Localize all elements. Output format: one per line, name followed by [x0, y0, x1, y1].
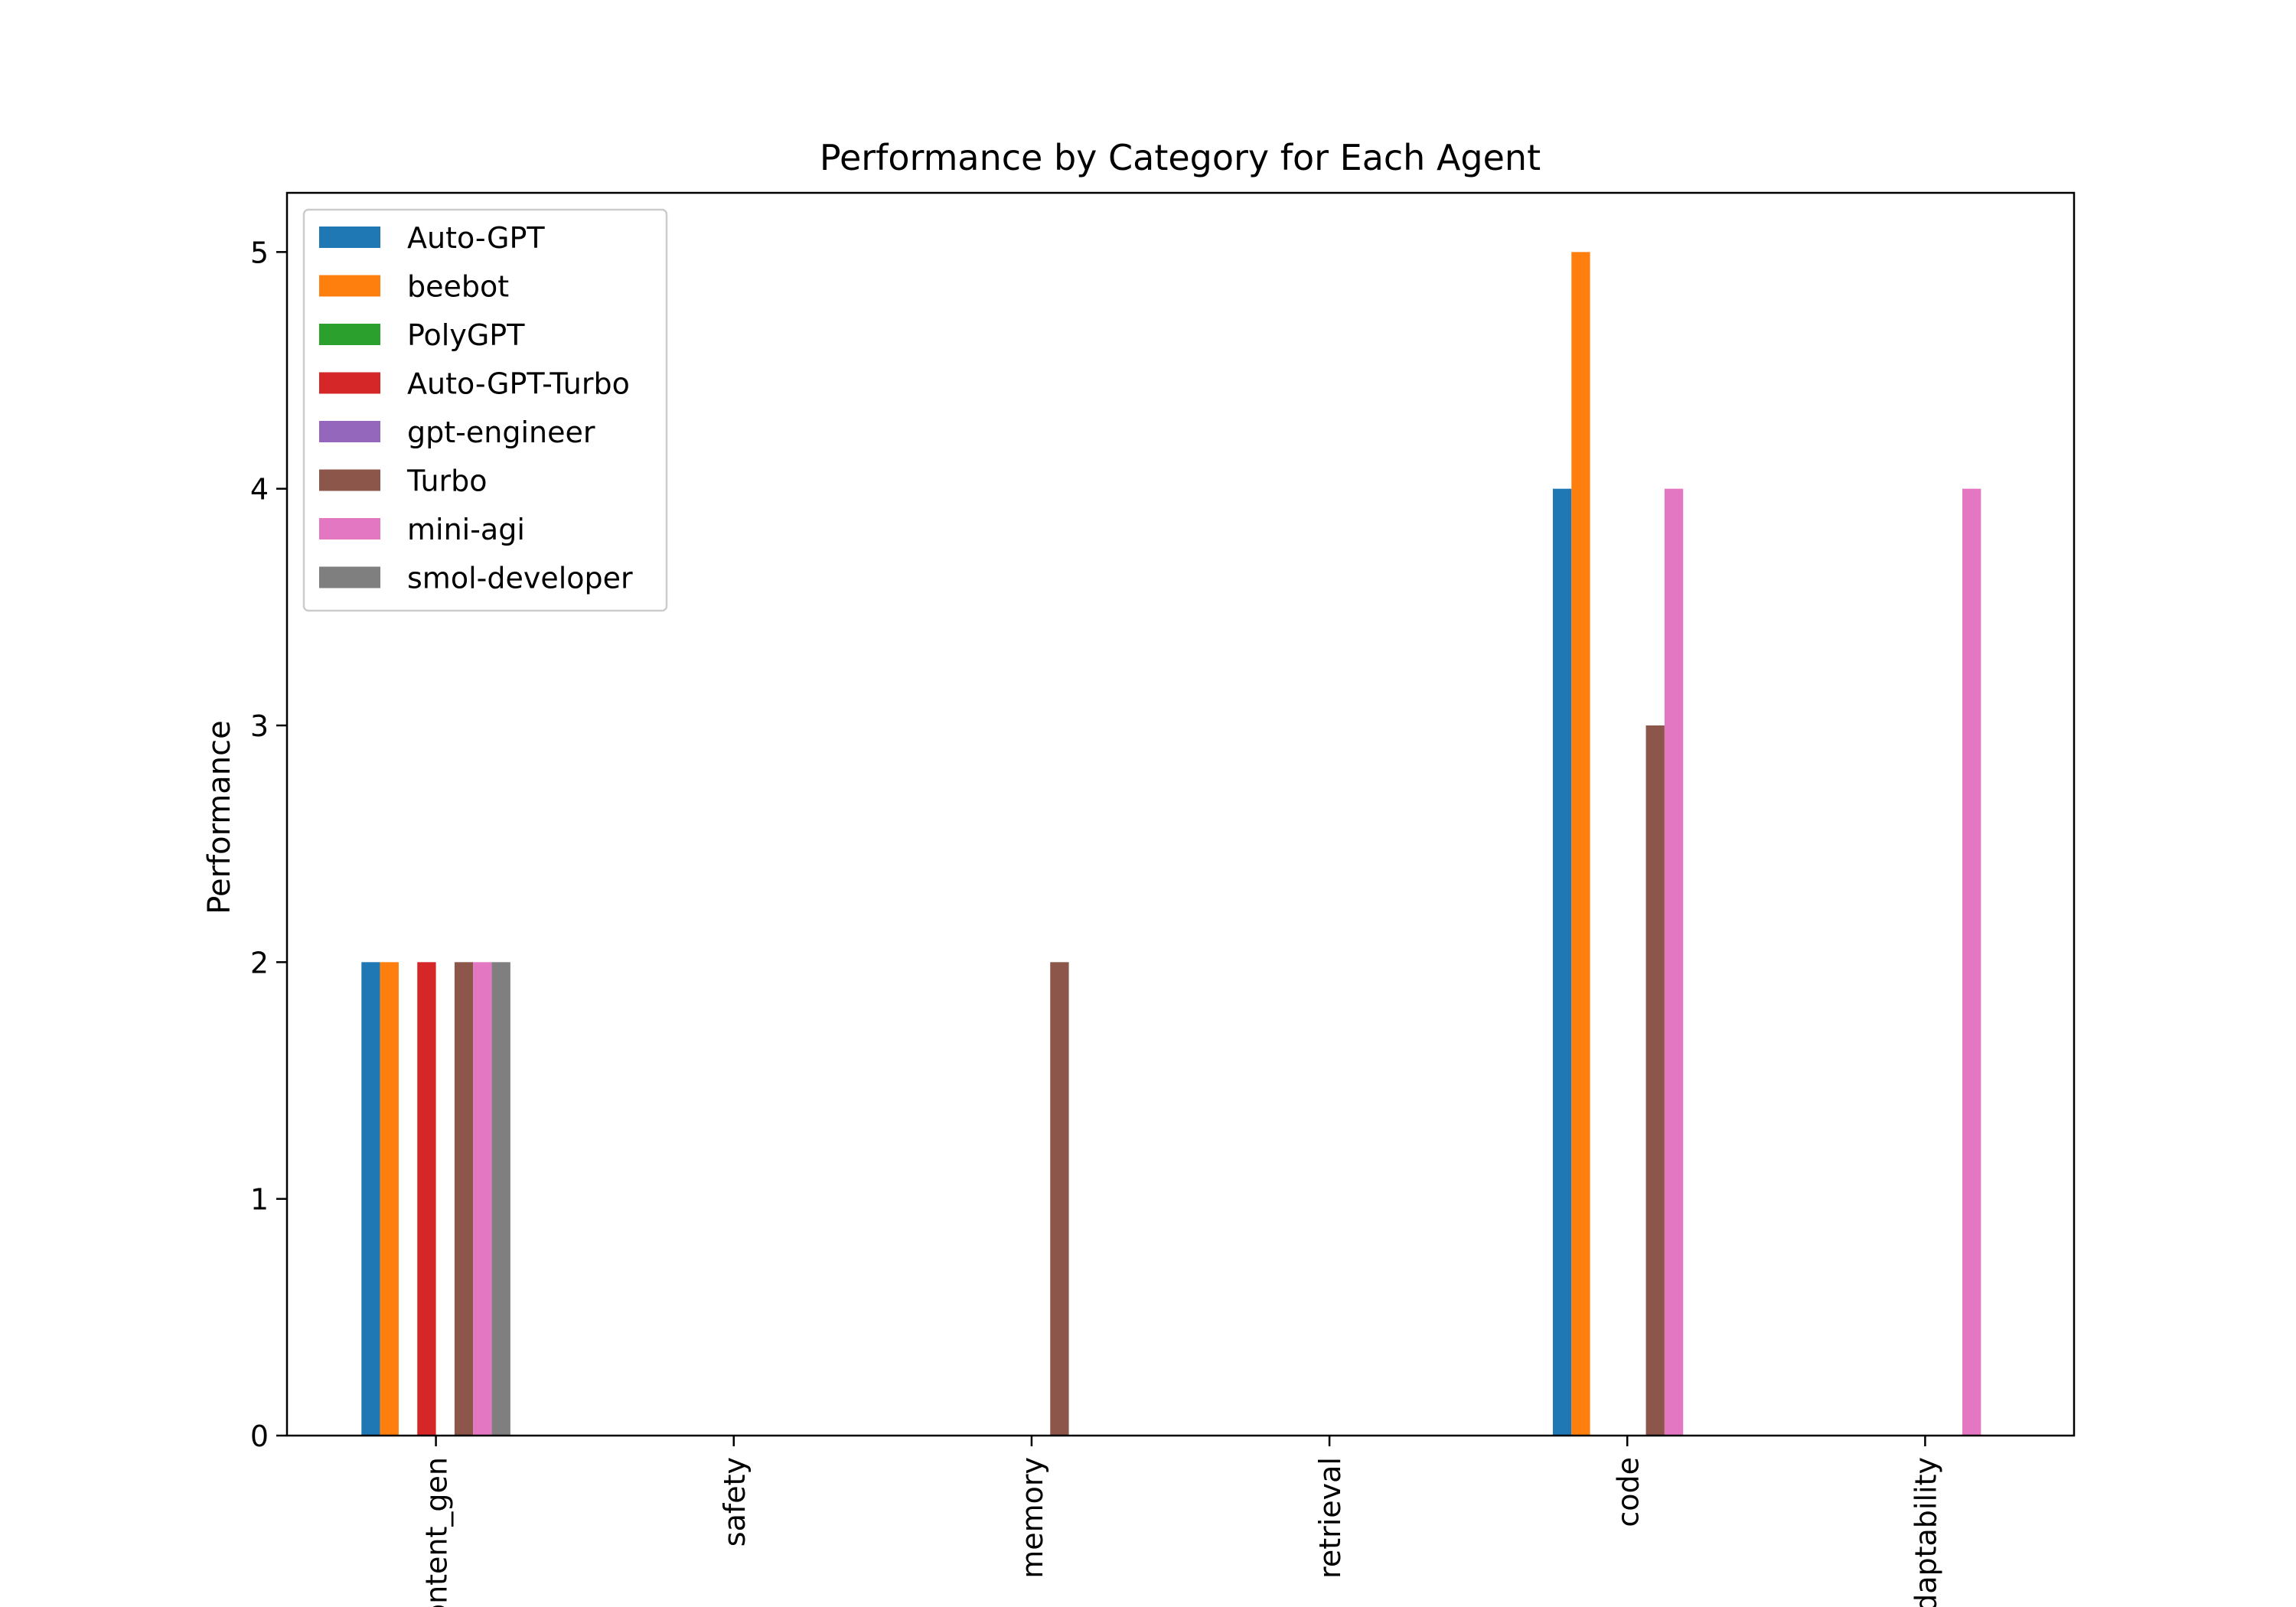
- x-tick-label: retrieval: [1313, 1457, 1347, 1579]
- legend-swatch: [319, 566, 380, 588]
- legend-label: smol-developer: [407, 562, 633, 595]
- legend-swatch: [319, 372, 380, 394]
- bar: [1645, 725, 1665, 1436]
- legend-label: PolyGPT: [407, 318, 525, 352]
- y-tick-label: 5: [250, 236, 269, 269]
- legend-swatch: [319, 227, 380, 248]
- legend-label: mini-agi: [407, 513, 525, 546]
- legend-swatch: [319, 324, 380, 345]
- legend-swatch: [319, 275, 380, 297]
- bar: [473, 962, 492, 1436]
- bar: [1962, 488, 1981, 1436]
- bar: [417, 962, 436, 1436]
- legend-label: Auto-GPT-Turbo: [407, 367, 630, 401]
- bar: [1552, 488, 1572, 1436]
- plot-frame: [285, 191, 2076, 1437]
- bar: [1050, 962, 1069, 1436]
- legend-label: gpt-engineer: [407, 416, 595, 449]
- legend-label: Turbo: [406, 464, 488, 498]
- y-tick-label: 2: [250, 946, 269, 980]
- legend-swatch: [319, 469, 380, 491]
- y-tick-label: 3: [250, 709, 269, 743]
- legend-swatch: [319, 518, 380, 539]
- x-tick-label: code: [1611, 1457, 1645, 1527]
- bar: [1664, 488, 1684, 1436]
- bar: [361, 962, 380, 1436]
- x-tick-label: memory: [1016, 1457, 1049, 1579]
- y-tick-label: 0: [250, 1420, 269, 1453]
- y-tick-label: 4: [250, 473, 269, 507]
- y-tick-label: 1: [250, 1183, 269, 1217]
- bars-layer: [361, 252, 1981, 1436]
- legend-label: Auto-GPT: [407, 221, 545, 255]
- x-tick-label: adaptability: [1909, 1457, 1942, 1607]
- legend-label: beebot: [407, 270, 509, 304]
- bar: [454, 962, 474, 1436]
- chart-title: Performance by Category for Each Agent: [820, 137, 1541, 178]
- y-axis: 0 1 2 3 4 5: [250, 236, 287, 1453]
- bar: [1571, 252, 1590, 1436]
- x-tick-label: safety: [718, 1457, 752, 1547]
- legend-box: [302, 208, 668, 612]
- legend: Auto-GPT beebot PolyGPT Auto-GPT-Turbo gpt-e…: [302, 208, 668, 612]
- x-tick-label: content_gen: [420, 1457, 454, 1607]
- x-axis: content_gen safety memory retrieval code adap…: [420, 1436, 1942, 1607]
- y-axis-label: Performance: [202, 720, 237, 914]
- bar: [491, 962, 510, 1436]
- legend-swatch: [319, 421, 380, 442]
- bar: [380, 962, 399, 1436]
